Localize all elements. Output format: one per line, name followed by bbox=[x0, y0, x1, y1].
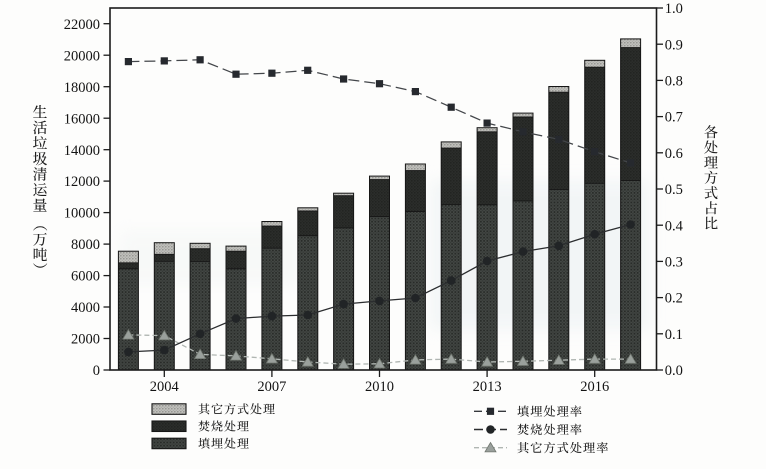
svg-text:14000: 14000 bbox=[64, 143, 100, 159]
svg-text:2016: 2016 bbox=[580, 379, 609, 395]
svg-text:10000: 10000 bbox=[64, 206, 100, 222]
svg-text:2004: 2004 bbox=[150, 379, 180, 395]
svg-text:6000: 6000 bbox=[71, 269, 100, 285]
svg-text:0: 0 bbox=[93, 363, 100, 379]
svg-text:0.4: 0.4 bbox=[665, 218, 684, 234]
svg-text:0.3: 0.3 bbox=[665, 255, 683, 271]
svg-text:12000: 12000 bbox=[64, 174, 100, 190]
svg-text:0.9: 0.9 bbox=[665, 37, 683, 53]
svg-text:20000: 20000 bbox=[64, 48, 100, 64]
svg-text:4000: 4000 bbox=[71, 300, 100, 316]
svg-text:0.1: 0.1 bbox=[665, 327, 683, 343]
svg-text:0.0: 0.0 bbox=[665, 363, 683, 379]
svg-text:2000: 2000 bbox=[71, 332, 100, 348]
svg-text:0.2: 0.2 bbox=[665, 291, 683, 307]
svg-text:16000: 16000 bbox=[64, 111, 100, 127]
svg-text:2010: 2010 bbox=[365, 379, 394, 395]
svg-text:8000: 8000 bbox=[71, 237, 100, 253]
svg-text:22000: 22000 bbox=[64, 17, 100, 33]
svg-text:2013: 2013 bbox=[473, 379, 502, 395]
svg-text:1.0: 1.0 bbox=[665, 1, 683, 17]
svg-text:0.5: 0.5 bbox=[665, 182, 683, 198]
svg-text:2007: 2007 bbox=[257, 379, 286, 395]
svg-text:0.8: 0.8 bbox=[665, 74, 683, 90]
svg-text:18000: 18000 bbox=[64, 80, 100, 96]
svg-text:0.7: 0.7 bbox=[665, 110, 683, 126]
svg-text:0.6: 0.6 bbox=[665, 146, 683, 162]
